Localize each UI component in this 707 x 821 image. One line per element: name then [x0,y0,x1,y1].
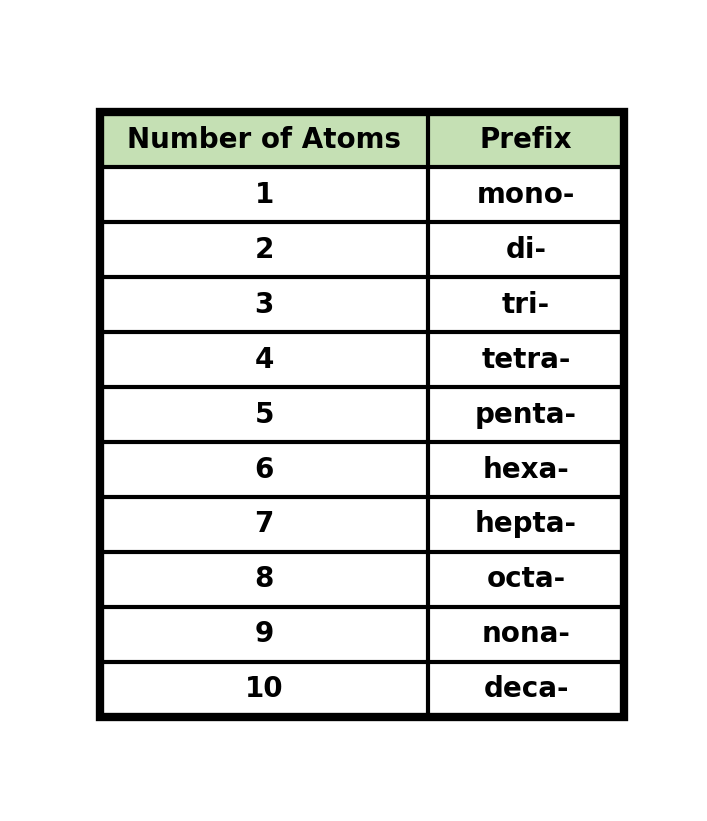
Text: hexa-: hexa- [483,456,569,484]
Text: 1: 1 [255,181,274,209]
Bar [100,442,428,497]
Text: 3: 3 [255,291,274,319]
Bar [100,222,428,277]
Text: hepta-: hepta- [475,511,577,539]
Bar [428,167,624,222]
Text: 4: 4 [255,346,274,374]
Bar [100,333,428,388]
Text: 10: 10 [245,676,284,704]
Text: 5: 5 [255,401,274,429]
Bar [100,552,428,607]
Bar [428,388,624,442]
Text: deca-: deca- [484,676,568,704]
Bar [100,167,428,222]
Text: 7: 7 [255,511,274,539]
Bar [428,222,624,277]
Text: penta-: penta- [475,401,577,429]
Bar [428,552,624,607]
Text: tetra-: tetra- [481,346,571,374]
Bar [428,112,624,167]
Text: Prefix: Prefix [480,126,572,154]
Text: 9: 9 [255,621,274,649]
Text: di-: di- [506,236,547,264]
Text: tri-: tri- [502,291,550,319]
Bar [428,442,624,497]
Text: 8: 8 [255,566,274,594]
Text: 2: 2 [255,236,274,264]
Text: Number of Atoms: Number of Atoms [127,126,401,154]
Text: nona-: nona- [481,621,571,649]
Bar [428,277,624,333]
Bar [428,607,624,662]
Bar [428,333,624,388]
Text: 6: 6 [255,456,274,484]
Bar [100,607,428,662]
Text: mono-: mono- [477,181,575,209]
Bar [100,388,428,442]
Bar [428,497,624,552]
Bar [428,662,624,717]
Bar [100,662,428,717]
Bar [100,497,428,552]
Bar [100,112,428,167]
Text: octa-: octa- [486,566,566,594]
Bar [100,277,428,333]
